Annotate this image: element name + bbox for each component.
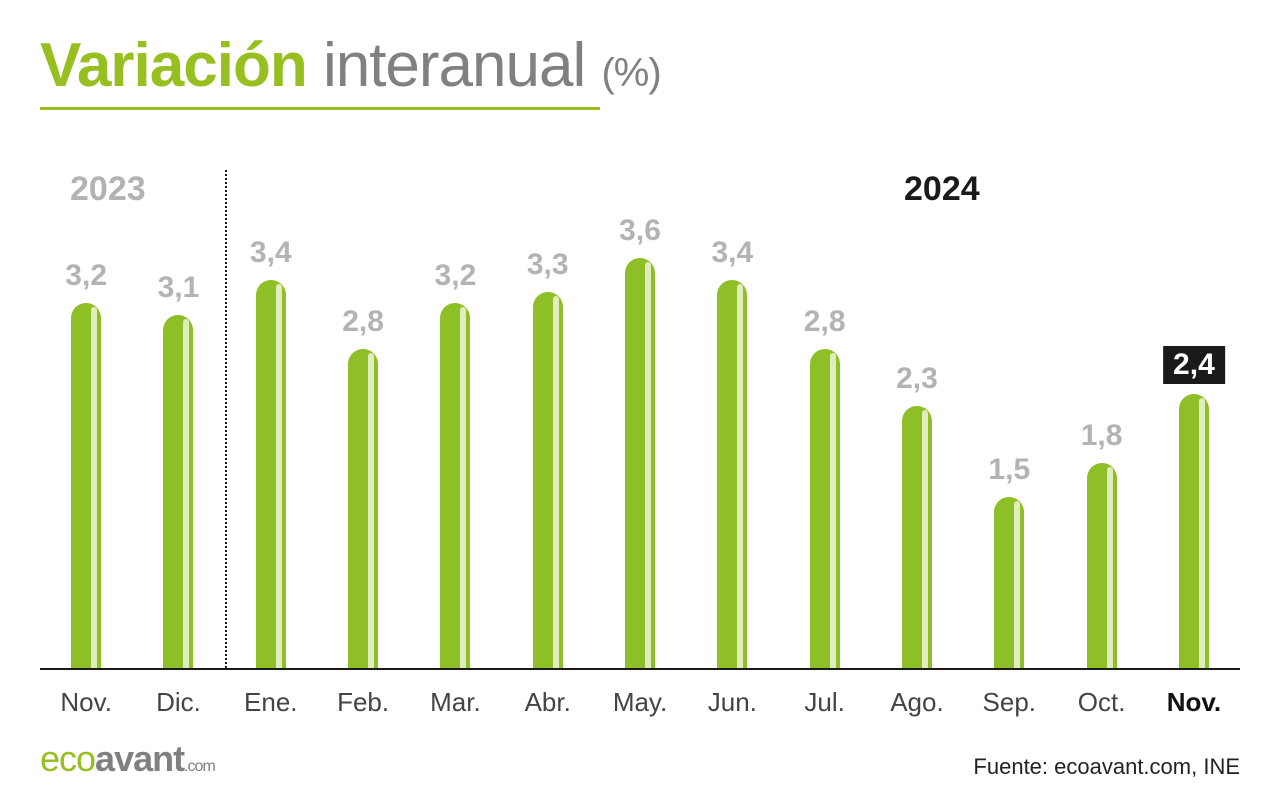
bar: 3,1 <box>163 315 193 668</box>
logo-dotcom: .com <box>184 758 215 775</box>
x-axis-label: Feb. <box>317 687 409 718</box>
year-label: 2024 <box>904 170 980 209</box>
bar-slot: 2,8 <box>317 212 409 668</box>
x-axis-label: Abr. <box>502 687 594 718</box>
bar: 3,4 <box>256 280 286 668</box>
x-axis-label: Jun. <box>686 687 778 718</box>
brand-logo: ecoavant.com <box>40 738 215 780</box>
bar-value-label: 3,2 <box>435 259 477 293</box>
source-text: Fuente: ecoavant.com, INE <box>973 754 1240 780</box>
logo-eco: eco <box>40 738 95 779</box>
bar-slot: 3,3 <box>502 212 594 668</box>
title-accent: Variación <box>40 31 307 100</box>
bar-value-label: 2,3 <box>896 362 938 396</box>
bar-slot: 2,3 <box>871 212 963 668</box>
bar: 3,3 <box>533 292 563 668</box>
x-axis-label: May. <box>594 687 686 718</box>
bar: 2,3 <box>902 406 932 668</box>
bar-value-label: 1,5 <box>988 453 1030 487</box>
title-unit: (%) <box>601 51 660 95</box>
chart-title: Variación interanual (%) <box>40 30 1240 101</box>
title-rest: interanual <box>323 31 585 100</box>
bar-value-label: 3,1 <box>158 271 200 305</box>
bar-value-label: 3,3 <box>527 248 569 282</box>
bar-value-label: 2,4 <box>1163 346 1225 384</box>
x-axis-label: Ene. <box>225 687 317 718</box>
x-axis-labels: Nov.Dic.Ene.Feb.Mar.Abr.May.Jun.Jul.Ago.… <box>40 687 1240 718</box>
x-axis-label: Dic. <box>132 687 224 718</box>
bar-slot: 2,4 <box>1148 212 1240 668</box>
x-axis-label: Sep. <box>963 687 1055 718</box>
x-axis-label: Nov. <box>40 687 132 718</box>
logo-avant: avant <box>95 738 184 779</box>
bar: 3,4 <box>717 280 747 668</box>
bar: 3,6 <box>625 258 655 668</box>
bar: 3,2 <box>71 303 101 668</box>
bar-slot: 3,1 <box>132 212 224 668</box>
bar: 2,8 <box>810 349 840 668</box>
x-axis-label: Jul. <box>779 687 871 718</box>
bar: 2,8 <box>348 349 378 668</box>
x-axis-label: Oct. <box>1055 687 1147 718</box>
bar-slot: 3,4 <box>686 212 778 668</box>
bar-slot: 3,4 <box>225 212 317 668</box>
bar-slot: 1,8 <box>1055 212 1147 668</box>
bar-container: 3,2 3,1 3,4 2,8 3,2 3,3 3,6 3,4 2,8 2,3 1,5 1,8 2,4 <box>40 212 1240 670</box>
chart-area: 3,23,13,42,83,23,33,63,42,82,31,51,82,4 … <box>40 170 1240 730</box>
bar-slot: 3,2 <box>40 212 132 668</box>
bar-slot: 2,8 <box>779 212 871 668</box>
bar: 1,5 <box>994 497 1024 668</box>
x-axis-label: Nov. <box>1148 687 1240 718</box>
bar: 2,4 <box>1179 394 1209 668</box>
bar-value-label: 3,6 <box>619 214 661 248</box>
bar-value-label: 1,8 <box>1081 419 1123 453</box>
year-label: 2023 <box>70 170 146 209</box>
bar-value-label: 3,4 <box>711 236 753 270</box>
bar-value-label: 2,8 <box>804 305 846 339</box>
x-axis-label: Mar. <box>409 687 501 718</box>
bar: 1,8 <box>1087 463 1117 668</box>
chart-title-block: Variación interanual (%) <box>40 30 1240 110</box>
bar: 3,2 <box>440 303 470 668</box>
bar-slot: 3,6 <box>594 212 686 668</box>
bar-value-label: 3,4 <box>250 236 292 270</box>
bar-value-label: 3,2 <box>65 259 107 293</box>
bar-slot: 3,2 <box>409 212 501 668</box>
x-axis-label: Ago. <box>871 687 963 718</box>
footer: ecoavant.com Fuente: ecoavant.com, INE <box>40 738 1240 780</box>
bar-slot: 1,5 <box>963 212 1055 668</box>
bar-value-label: 2,8 <box>342 305 384 339</box>
title-underline <box>40 107 600 110</box>
